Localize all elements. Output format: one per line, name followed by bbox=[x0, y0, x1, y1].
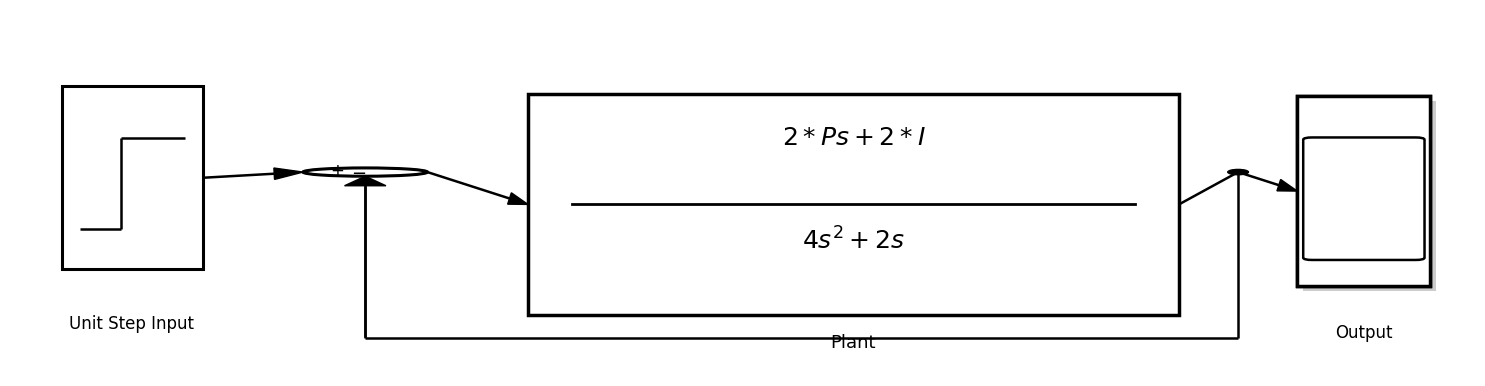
Polygon shape bbox=[345, 176, 386, 186]
Text: $4s^{2}+2s$: $4s^{2}+2s$ bbox=[802, 227, 904, 254]
Text: Plant: Plant bbox=[830, 334, 876, 352]
Text: +: + bbox=[330, 162, 345, 180]
Text: $2*\mathbf{\mathit{Ps}}+2*\mathbf{\mathit{I}}$: $2*\mathbf{\mathit{Ps}}+2*\mathbf{\mathi… bbox=[781, 126, 925, 150]
Text: Output: Output bbox=[1335, 324, 1393, 342]
FancyBboxPatch shape bbox=[1304, 137, 1424, 260]
Ellipse shape bbox=[303, 168, 428, 176]
Bar bbox=[1298, 96, 1430, 286]
Polygon shape bbox=[273, 168, 303, 179]
Bar bbox=[529, 94, 1179, 315]
Bar bbox=[1304, 100, 1436, 291]
Circle shape bbox=[1228, 169, 1249, 175]
Polygon shape bbox=[508, 193, 529, 205]
Bar bbox=[1298, 96, 1430, 286]
Text: Unit Step Input: Unit Step Input bbox=[68, 315, 195, 333]
Text: −: − bbox=[352, 165, 367, 183]
Bar bbox=[62, 86, 202, 269]
Polygon shape bbox=[1277, 179, 1298, 191]
